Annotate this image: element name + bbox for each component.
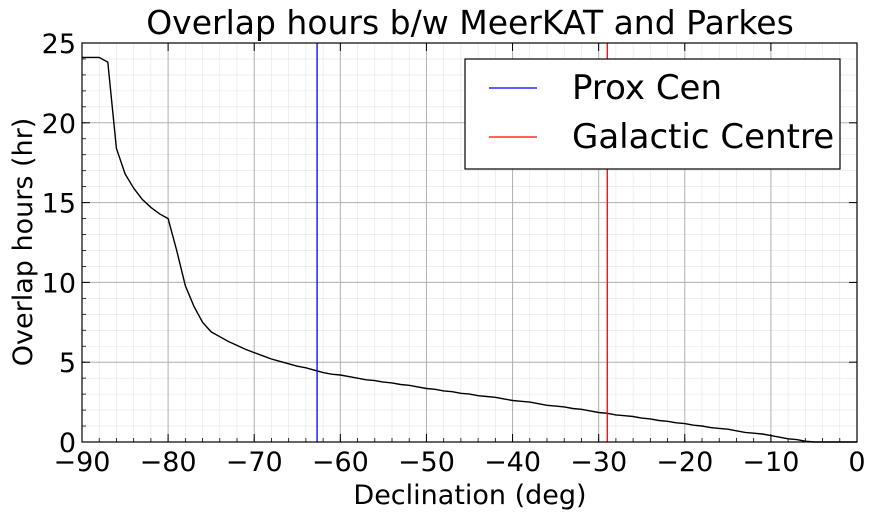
x-tick-label: −60 <box>312 447 369 478</box>
x-tick-label: 0 <box>848 447 865 478</box>
x-tick-label: −70 <box>226 447 283 478</box>
y-tick-labels: 0 5 10 15 20 25 <box>42 29 76 459</box>
x-tick-labels: −90 −80 −70 −60 −50 −40 −30 −20 −10 0 <box>54 447 866 478</box>
plot-frame <box>81 42 858 443</box>
chart-title: Overlap hours b/w MeerKAT and Parkes <box>146 3 794 42</box>
legend: Prox Cen Galactic Centre <box>464 58 841 170</box>
y-tick-label: 5 <box>59 348 76 379</box>
x-axis-label: Declination (deg) <box>353 480 586 511</box>
y-tick-label: 10 <box>42 268 76 299</box>
plot-area <box>81 42 858 443</box>
y-tick-label: 25 <box>42 29 76 60</box>
x-tick-label: −20 <box>656 447 713 478</box>
x-tick-label: −90 <box>54 447 111 478</box>
x-tick-label: −40 <box>484 447 541 478</box>
y-tick-label: 20 <box>42 109 76 140</box>
x-tick-label: −80 <box>140 447 197 478</box>
legend-label-prox-cen: Prox Cen <box>572 68 722 108</box>
y-axis-label: Overlap hours (hr) <box>8 118 39 366</box>
y-tick-label: 15 <box>42 189 76 220</box>
x-tick-label: −30 <box>570 447 627 478</box>
series-layer <box>82 56 857 443</box>
x-tick-label: −10 <box>742 447 799 478</box>
overlap-hours-line <box>82 56 857 443</box>
legend-box <box>464 58 841 170</box>
x-tick-label: −50 <box>398 447 455 478</box>
y-tick-label: 0 <box>59 428 76 459</box>
legend-label-galactic-centre: Galactic Centre <box>572 117 834 157</box>
